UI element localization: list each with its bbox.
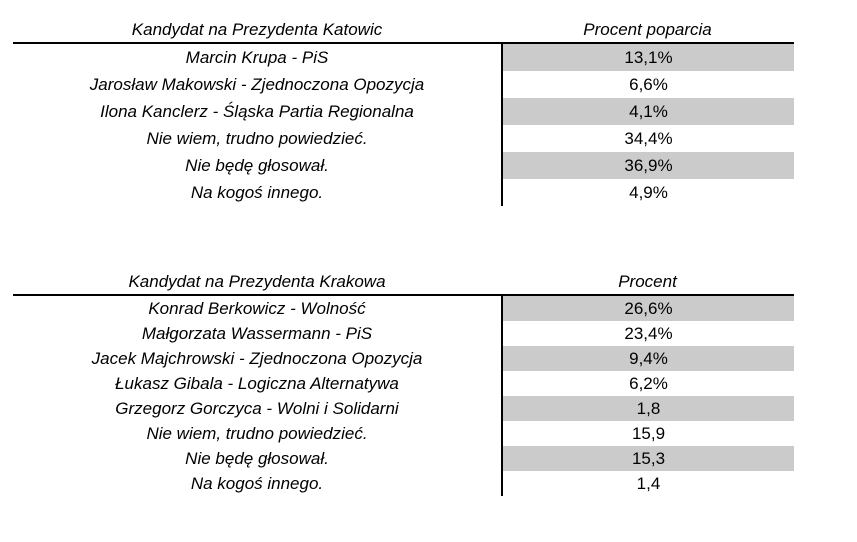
percent-cell: 36,9% [501, 152, 794, 179]
table-row: Łukasz Gibala - Logiczna Alternatywa 6,2… [13, 371, 794, 396]
table-row: Małgorzata Wassermann - PiS 23,4% [13, 321, 794, 346]
percent-cell: 13,1% [501, 44, 794, 71]
candidate-cell: Konrad Berkowicz - Wolność [148, 299, 366, 318]
percent-cell: 34,4% [501, 125, 794, 152]
percent-cell: 4,9% [501, 179, 794, 206]
poll-table-krakow: Kandydat na Prezydenta Krakowa Procent K… [13, 270, 794, 496]
table-row: Na kogoś innego. 1,4 [13, 471, 794, 496]
table-row: Marcin Krupa - PiS 13,1% [13, 44, 794, 71]
table-row: Jarosław Makowski - Zjednoczona Opozycja… [13, 71, 794, 98]
column-header-candidate: Kandydat na Prezydenta Katowic [131, 20, 383, 39]
percent-cell: 4,1% [501, 98, 794, 125]
candidate-cell: Na kogoś innego. [190, 474, 324, 493]
candidate-cell: Małgorzata Wassermann - PiS [141, 324, 373, 343]
candidate-cell: Nie wiem, trudno powiedzieć. [146, 424, 368, 443]
table-row: Na kogoś innego. 4,9% [13, 179, 794, 206]
candidate-cell: Jarosław Makowski - Zjednoczona Opozycja [89, 75, 425, 94]
table-row: Konrad Berkowicz - Wolność 26,6% [13, 296, 794, 321]
percent-cell: 15,3 [501, 446, 794, 471]
candidate-cell: Ilona Kanclerz - Śląska Partia Regionaln… [100, 102, 414, 121]
candidate-cell: Nie będę głosował. [185, 449, 329, 468]
candidate-cell: Marcin Krupa - PiS [185, 48, 329, 67]
candidate-cell: Na kogoś innego. [190, 183, 324, 202]
poll-table-katowice: Kandydat na Prezydenta Katowic Procent p… [13, 18, 794, 206]
table-row: Nie wiem, trudno powiedzieć. 15,9 [13, 421, 794, 446]
table-row: Nie wiem, trudno powiedzieć. 34,4% [13, 125, 794, 152]
percent-cell: 6,6% [501, 71, 794, 98]
percent-cell: 9,4% [501, 346, 794, 371]
candidate-cell: Łukasz Gibala - Logiczna Alternatywa [115, 374, 399, 393]
percent-cell: 15,9 [501, 421, 794, 446]
percent-cell: 1,8 [501, 396, 794, 421]
candidate-cell: Nie wiem, trudno powiedzieć. [146, 129, 368, 148]
percent-cell: 6,2% [501, 371, 794, 396]
table-row: Grzegorz Gorczyca - Wolni i Solidarni 1,… [13, 396, 794, 421]
column-header-percent: Procent poparcia [583, 20, 712, 39]
column-header-percent: Procent [618, 272, 677, 291]
table-body: Marcin Krupa - PiS 13,1% Jarosław Makows… [13, 44, 794, 206]
table-header-row: Kandydat na Prezydenta Krakowa Procent [13, 270, 794, 296]
table-header-row: Kandydat na Prezydenta Katowic Procent p… [13, 18, 794, 44]
percent-cell: 23,4% [501, 321, 794, 346]
table-row: Ilona Kanclerz - Śląska Partia Regionaln… [13, 98, 794, 125]
table-row: Jacek Majchrowski - Zjednoczona Opozycja… [13, 346, 794, 371]
candidate-cell: Nie będę głosował. [185, 156, 329, 175]
percent-cell: 1,4 [501, 471, 794, 496]
candidate-cell: Grzegorz Gorczyca - Wolni i Solidarni [115, 399, 399, 418]
percent-cell: 26,6% [501, 296, 794, 321]
table-body: Konrad Berkowicz - Wolność 26,6% Małgorz… [13, 296, 794, 496]
candidate-cell: Jacek Majchrowski - Zjednoczona Opozycja [91, 349, 423, 368]
column-header-candidate: Kandydat na Prezydenta Krakowa [128, 272, 386, 291]
table-row: Nie będę głosował. 36,9% [13, 152, 794, 179]
table-row: Nie będę głosował. 15,3 [13, 446, 794, 471]
